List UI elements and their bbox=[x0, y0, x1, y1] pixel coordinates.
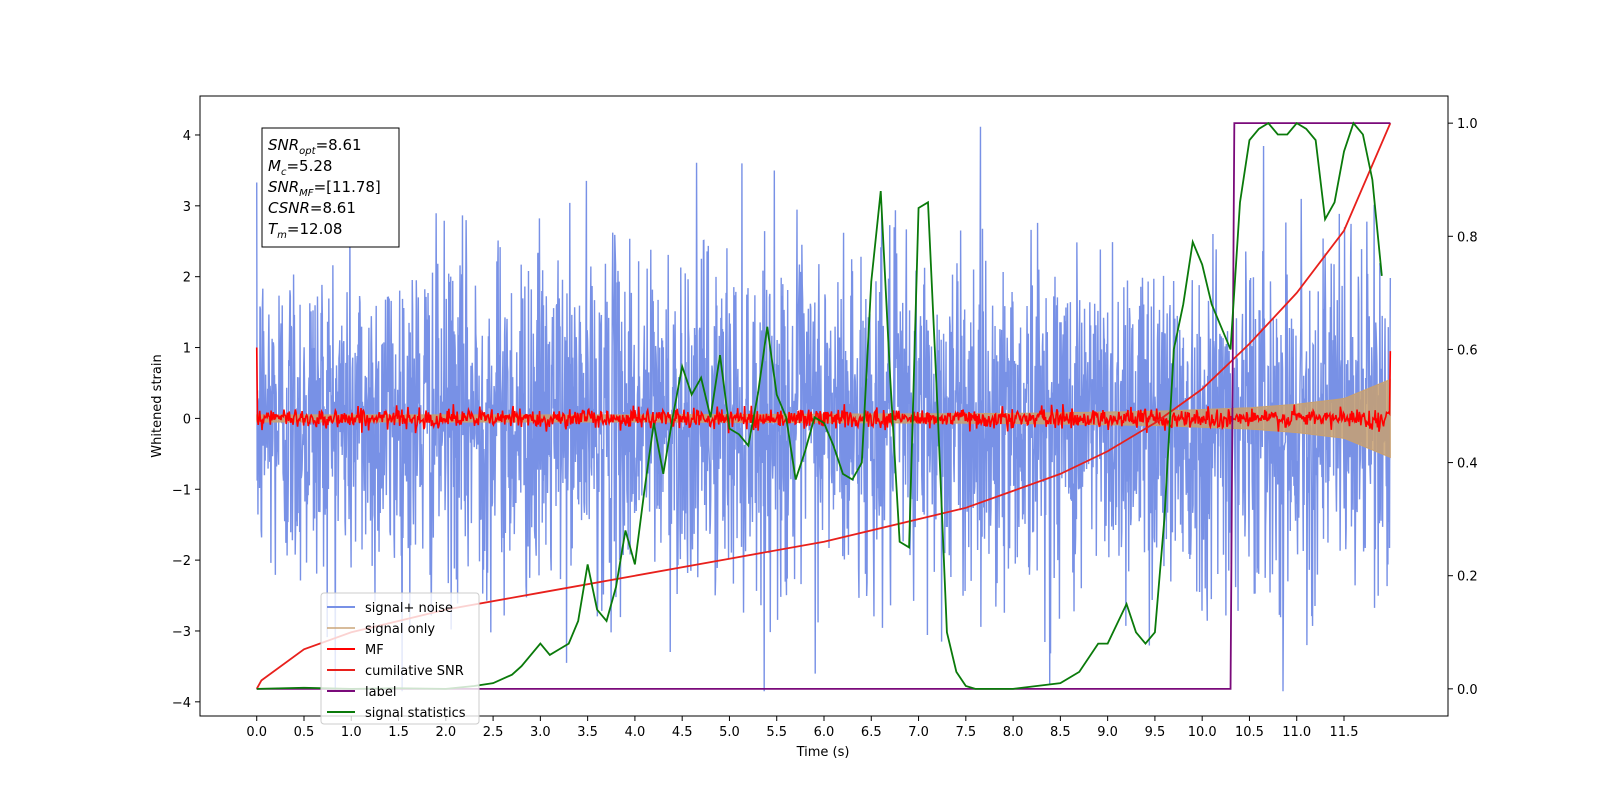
annotation-subscript: m bbox=[277, 230, 287, 241]
mf-series bbox=[255, 347, 1392, 434]
y2-tick-label: 0.6 bbox=[1457, 343, 1478, 358]
y2-tick-label: 0.0 bbox=[1457, 683, 1478, 698]
x-tick-label: 6.0 bbox=[814, 725, 835, 740]
legend-label: label bbox=[365, 685, 396, 700]
x-tick-label: 2.5 bbox=[483, 725, 504, 740]
y-tick-label: 1 bbox=[183, 342, 191, 357]
x-tick-label: 0.5 bbox=[294, 725, 315, 740]
x-tick-label: 3.0 bbox=[530, 725, 551, 740]
y-tick-label: 0 bbox=[183, 412, 191, 427]
x-tick-label: 7.5 bbox=[955, 725, 976, 740]
x-tick-label: 1.0 bbox=[341, 725, 362, 740]
annotation-line: Tm=12.08 bbox=[268, 220, 342, 241]
x-tick-label: 2.0 bbox=[435, 725, 456, 740]
y2-tick-label: 0.8 bbox=[1457, 230, 1478, 245]
annotation-line: SNRMF=[11.78] bbox=[268, 178, 381, 199]
legend-label: signal statistics bbox=[365, 706, 466, 721]
x-tick-label: 5.5 bbox=[766, 725, 787, 740]
annotation-value: =5.28 bbox=[286, 157, 332, 175]
x-tick-label: 0.0 bbox=[246, 725, 267, 740]
mf-line bbox=[255, 347, 1392, 434]
signal-noise-line bbox=[256, 126, 1392, 692]
annotation-frame bbox=[261, 127, 400, 248]
x-tick-label: 11.5 bbox=[1330, 725, 1359, 740]
y-tick-label: −3 bbox=[172, 625, 191, 640]
annotation-symbol: SNR bbox=[268, 136, 299, 154]
legend-label: signal+ noise bbox=[365, 601, 453, 616]
y-axis-right: 1.0 0.8 0.6 0.4 0.2 0.0 bbox=[1448, 117, 1478, 698]
x-tick-label: 9.0 bbox=[1097, 725, 1118, 740]
y2-tick-label: 1.0 bbox=[1457, 117, 1478, 132]
x-tick-label: 3.5 bbox=[577, 725, 598, 740]
annotation-subscript: opt bbox=[299, 146, 316, 157]
annotation-subscript: c bbox=[281, 167, 287, 178]
y-tick-label: −4 bbox=[172, 696, 191, 711]
annotation-symbol: CSNR bbox=[268, 199, 310, 217]
annotation-symbol: M bbox=[268, 157, 281, 175]
x-tick-label: 4.5 bbox=[672, 725, 693, 740]
label-line bbox=[256, 122, 1391, 690]
annotation-symbol: T bbox=[268, 220, 279, 238]
annotation-value: =8.61 bbox=[310, 199, 356, 217]
y-tick-label: 2 bbox=[183, 271, 191, 286]
x-tick-label: 9.5 bbox=[1145, 725, 1166, 740]
x-tick-label: 10.0 bbox=[1188, 725, 1217, 740]
annotation-line: SNRopt=8.61 bbox=[268, 136, 362, 157]
x-tick-label: 7.0 bbox=[908, 725, 929, 740]
signal-noise-series bbox=[256, 126, 1392, 692]
x-tick-label: 8.5 bbox=[1050, 725, 1071, 740]
annotation-value: =[11.78] bbox=[314, 178, 381, 196]
annotation-box: SNRopt=8.61Mc=5.28SNRMF=[11.78]CSNR=8.61… bbox=[261, 127, 400, 248]
x-tick-label: 11.0 bbox=[1282, 725, 1311, 740]
y2-tick-label: 0.4 bbox=[1457, 457, 1478, 472]
y-tick-label: −1 bbox=[172, 483, 191, 498]
legend-label: cumilative SNR bbox=[365, 664, 464, 679]
annotation-symbol: SNR bbox=[268, 178, 299, 196]
x-tick-label: 4.0 bbox=[625, 725, 646, 740]
annotation-value: =8.61 bbox=[316, 136, 362, 154]
x-axis: 0.0 0.5 1.0 1.5 2.0 2.5 3.0 3.5 4.0 4.5 5.0 5.5 6.0 6… bbox=[246, 716, 1358, 740]
x-tick-label: 1.5 bbox=[388, 725, 409, 740]
legend-frame bbox=[320, 592, 480, 725]
x-tick-label: 5.0 bbox=[719, 725, 740, 740]
y-tick-label: 4 bbox=[183, 129, 191, 144]
x-tick-label: 6.5 bbox=[861, 725, 882, 740]
y-axis-left: 4 3 2 1 0 −1 −2 −3 −4 bbox=[172, 129, 200, 711]
legend-label: signal only bbox=[365, 622, 435, 637]
x-tick-label: 8.0 bbox=[1003, 725, 1024, 740]
y-axis-label: Whitened strain bbox=[150, 354, 165, 457]
annotation-line: CSNR=8.61 bbox=[268, 199, 356, 217]
legend: signal+ noise signal only MF cumilative SNR… bbox=[320, 592, 480, 725]
annotation-value: =12.08 bbox=[287, 220, 343, 238]
annotation-subscript: MF bbox=[299, 188, 314, 199]
legend-label: MF bbox=[365, 643, 384, 658]
y-tick-label: 3 bbox=[183, 200, 191, 215]
signal-statistics-line bbox=[256, 121, 1383, 690]
y2-tick-label: 0.2 bbox=[1457, 570, 1478, 585]
x-tick-label: 10.5 bbox=[1235, 725, 1264, 740]
x-axis-label: Time (s) bbox=[796, 745, 850, 760]
annotation-line: Mc=5.28 bbox=[268, 157, 332, 178]
y-tick-label: −2 bbox=[172, 554, 191, 569]
